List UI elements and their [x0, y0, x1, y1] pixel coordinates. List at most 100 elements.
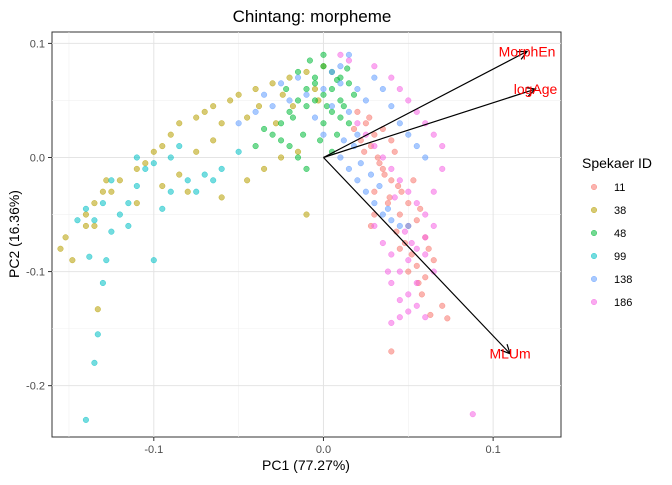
data-point-138: [357, 160, 364, 167]
vector-arrowhead-logAge: [525, 87, 537, 97]
data-point-99: [150, 257, 157, 264]
data-point-38: [193, 114, 200, 121]
chart-title: Chintang: morpheme: [233, 7, 392, 26]
data-point-38: [278, 154, 285, 161]
data-point-38: [286, 74, 293, 81]
data-point-48: [320, 120, 327, 127]
data-point-138: [320, 85, 327, 93]
loading-vectors: MorphEn logAge MLUm: [323, 43, 558, 362]
data-point-138: [362, 97, 369, 104]
data-point-186: [345, 57, 352, 64]
data-point-186: [413, 302, 420, 309]
data-point-186: [388, 165, 395, 172]
data-point-186: [430, 268, 437, 275]
legend-key-186: [590, 298, 598, 306]
data-point-138: [345, 51, 352, 58]
data-point-48: [337, 114, 344, 121]
data-point-138: [388, 217, 395, 224]
data-point-99: [125, 200, 132, 207]
data-point-186: [422, 211, 429, 218]
data-point-38: [82, 222, 89, 229]
data-point-38: [167, 131, 174, 138]
data-point-11: [350, 125, 358, 133]
data-point-48: [278, 137, 285, 144]
data-point-11: [395, 182, 402, 190]
legend-label-11: 11: [614, 182, 625, 194]
data-point-38: [279, 91, 286, 98]
data-point-138: [345, 108, 352, 115]
data-point-11: [386, 194, 393, 201]
data-point-186: [388, 251, 395, 258]
data-point-38: [269, 80, 276, 87]
data-point-38: [94, 306, 101, 313]
y-tick-label: -0.1: [26, 267, 45, 279]
data-point-11: [371, 131, 378, 138]
data-point-11: [388, 177, 395, 184]
data-point-48: [317, 137, 324, 144]
data-point-186: [391, 194, 398, 201]
x-tick-label: -0.1: [144, 444, 163, 456]
data-point-48: [323, 103, 330, 110]
x-axis-label: PC1 (77.27%): [262, 457, 350, 473]
data-point-11: [427, 311, 434, 318]
data-point-48: [350, 91, 358, 98]
data-point-186: [388, 279, 395, 287]
data-point-99: [184, 177, 191, 184]
data-point-38: [133, 200, 140, 207]
data-point-99: [193, 188, 200, 195]
plot-panel: [51, 31, 562, 438]
data-point-11: [362, 120, 369, 127]
data-point-99: [210, 177, 217, 184]
data-point-48: [328, 85, 336, 93]
data-point-186: [422, 314, 429, 321]
data-point-186: [405, 308, 412, 315]
data-point-48: [320, 51, 327, 58]
data-point-138: [384, 205, 391, 212]
data-point-138: [252, 108, 259, 115]
data-point-186: [379, 240, 386, 247]
data-points: [57, 51, 476, 423]
data-point-186: [405, 97, 412, 104]
data-point-138: [235, 120, 242, 127]
data-point-48: [320, 63, 327, 70]
data-point-11: [396, 211, 403, 218]
data-point-186: [396, 268, 403, 275]
data-point-138: [354, 177, 361, 184]
data-point-186: [405, 291, 412, 298]
data-point-99: [82, 416, 89, 423]
data-point-138: [396, 120, 403, 127]
data-point-38: [159, 182, 166, 190]
data-point-138: [379, 85, 386, 93]
data-point-186: [422, 234, 429, 241]
data-point-48: [283, 85, 290, 93]
vector-arrow-MorphEn: [323, 50, 528, 159]
data-point-38: [210, 103, 217, 110]
data-point-186: [413, 245, 420, 252]
data-point-38: [69, 257, 76, 264]
data-point-138: [278, 80, 285, 87]
data-point-99: [150, 160, 157, 167]
data-point-138: [328, 68, 336, 75]
legend-key-99: [590, 252, 598, 260]
data-point-99: [91, 359, 98, 366]
vector-arrowhead-MLUm: [500, 344, 512, 355]
data-point-11: [379, 165, 386, 172]
data-point-11: [413, 217, 420, 224]
data-point-138: [413, 143, 420, 150]
data-point-38: [303, 68, 310, 75]
data-point-38: [99, 188, 106, 195]
legend-title: Spekaer ID: [582, 155, 652, 171]
data-point-48: [294, 154, 302, 161]
data-point-99: [125, 222, 132, 229]
data-point-138: [422, 154, 429, 161]
data-point-138: [294, 74, 302, 81]
data-point-48: [303, 103, 310, 110]
data-point-11: [376, 160, 383, 167]
data-point-48: [320, 91, 327, 98]
data-point-48: [345, 80, 352, 87]
data-point-38: [116, 177, 123, 184]
data-point-48: [289, 114, 296, 121]
data-point-48: [306, 57, 313, 64]
legend-key-48: [590, 229, 598, 237]
data-point-138: [269, 103, 276, 110]
